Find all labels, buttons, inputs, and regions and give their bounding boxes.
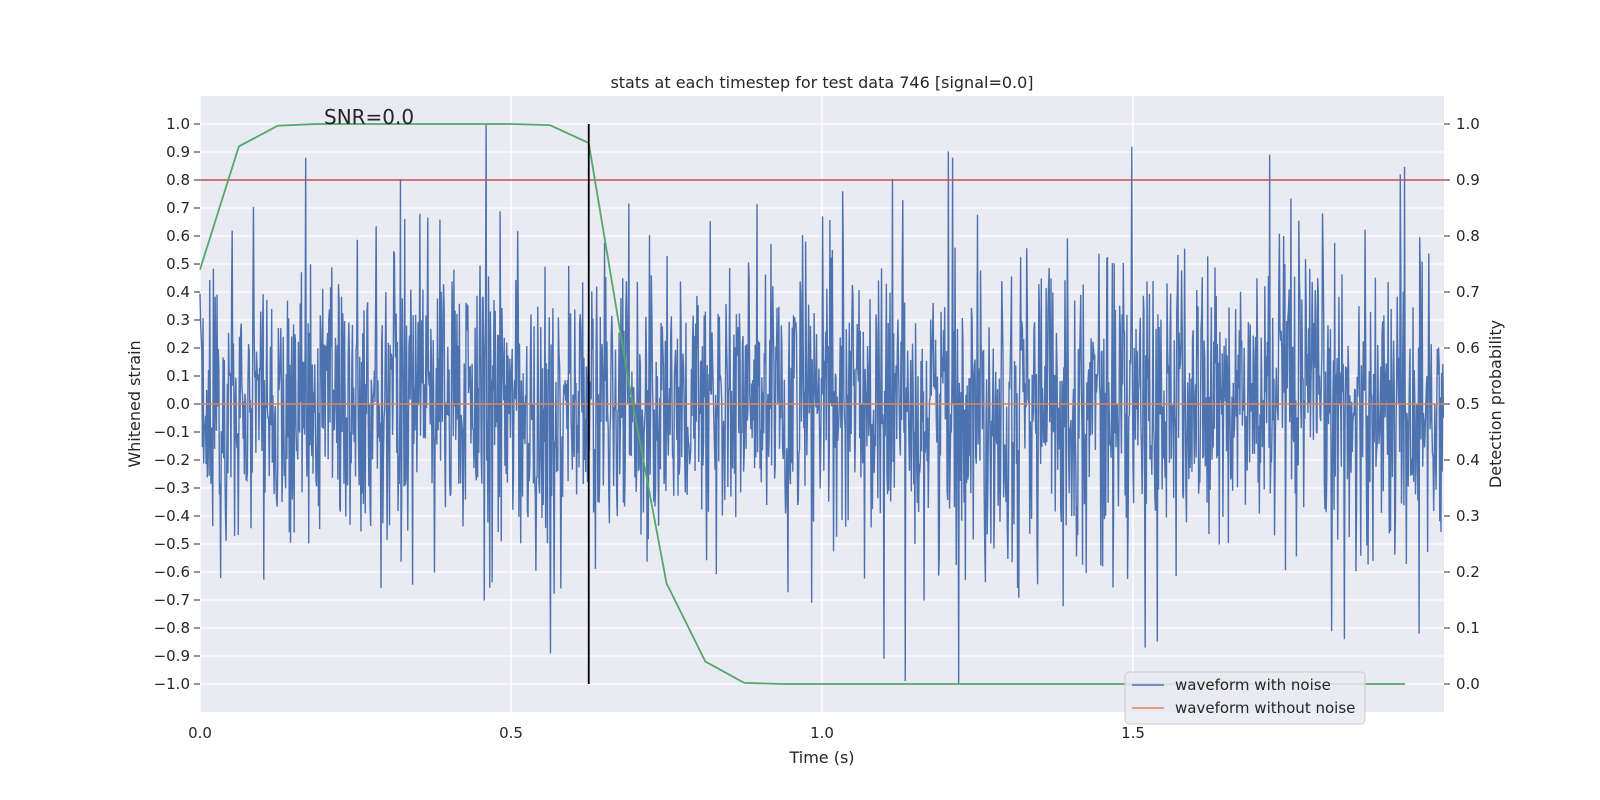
y-left-tick-label: 0.4	[166, 283, 190, 301]
y-right-tick-label: 0.2	[1456, 563, 1480, 581]
y-left-tick-label: −0.9	[154, 647, 190, 665]
x-tick-label: 1.0	[810, 724, 834, 742]
waveform-with-noise-line	[199, 123, 1445, 685]
snr-annotation: SNR=0.0	[324, 105, 414, 129]
y-left-tick-label: 1.0	[166, 115, 190, 133]
y-left-tick-label: −0.3	[154, 479, 190, 497]
legend-label-with-noise: waveform with noise	[1175, 676, 1331, 694]
y-left-tick-label: 0.6	[166, 227, 190, 245]
y-right-tick-label: 0.3	[1456, 507, 1480, 525]
y-left-tick-label: −0.2	[154, 451, 190, 469]
y-left-tick-label: −0.6	[154, 563, 190, 581]
y-left-tick-label: 0.3	[166, 311, 190, 329]
y-right-tick-label: 0.0	[1456, 675, 1480, 693]
y-left-tick-label: −1.0	[154, 675, 190, 693]
x-axis-label: Time (s)	[788, 748, 854, 767]
y-right-tick-label: 0.8	[1456, 227, 1480, 245]
y-left-tick-label: 0.0	[166, 395, 190, 413]
x-tick-label: 1.5	[1121, 724, 1145, 742]
y-right-tick-label: 0.7	[1456, 283, 1480, 301]
y-right-tick-label: 0.9	[1456, 171, 1480, 189]
legend-box	[1124, 671, 1366, 725]
y-left-tick-label: −0.1	[154, 423, 190, 441]
y-left-tick-label: 0.2	[166, 339, 190, 357]
y-right-tick-label: 0.4	[1456, 451, 1480, 469]
x-tick-label: 0.5	[499, 724, 523, 742]
y-left-tick-label: 0.7	[166, 199, 190, 217]
y-axis-label-right: Detection probability	[1486, 320, 1505, 488]
x-tick-label: 0.0	[188, 724, 212, 742]
y-right-tick-label: 0.6	[1456, 339, 1480, 357]
y-left-tick-label: −0.8	[154, 619, 190, 637]
y-left-tick-label: 0.8	[166, 171, 190, 189]
legend-label-without-noise: waveform without noise	[1175, 699, 1355, 717]
legend: waveform with noise waveform without noi…	[1124, 671, 1366, 725]
chart-title: stats at each timestep for test data 746…	[610, 73, 1033, 92]
series-waveform-with-noise	[199, 123, 1445, 685]
y-right-tick-label: 0.1	[1456, 619, 1480, 637]
series-lines	[199, 123, 1444, 685]
y-left-tick-label: −0.7	[154, 591, 190, 609]
y-left-tick-label: 0.1	[166, 367, 190, 385]
y-right-tick-label: 1.0	[1456, 115, 1480, 133]
y-right-tick-label: 0.5	[1456, 395, 1480, 413]
y-left-tick-label: 0.5	[166, 255, 190, 273]
y-left-tick-label: −0.5	[154, 535, 190, 553]
y-left-tick-label: −0.4	[154, 507, 190, 525]
axis-ticks: 1.0 0.9 0.8 0.7 0.6 0.5 0.4 0.3 0.2 0.1 0.0 −0.1 −0.…	[154, 115, 1480, 742]
y-left-tick-label: 0.9	[166, 143, 190, 161]
y-axis-label-left: Whitened strain	[125, 340, 144, 467]
